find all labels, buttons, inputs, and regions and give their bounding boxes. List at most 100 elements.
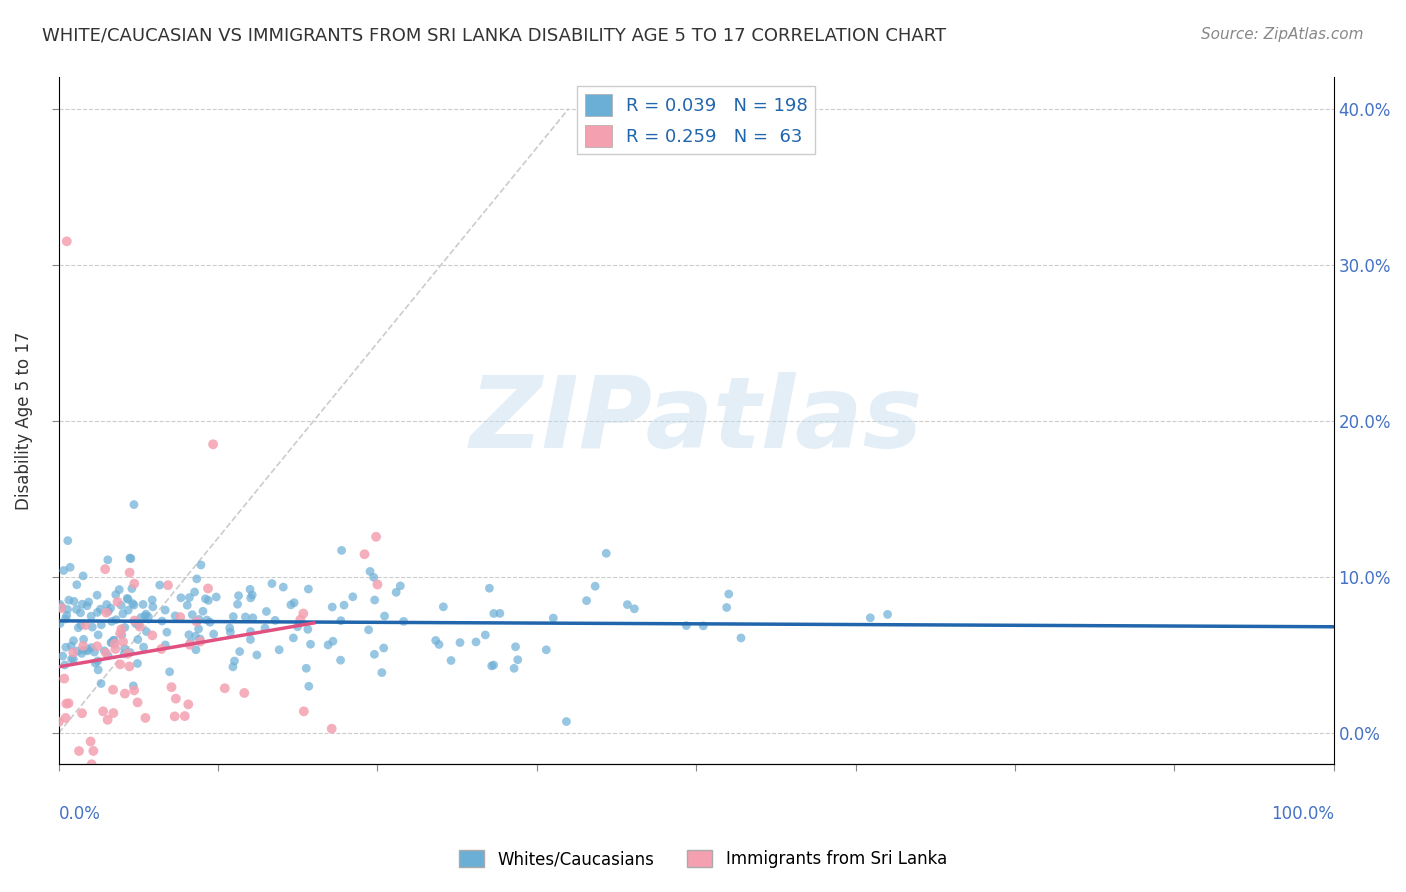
Point xyxy=(202,437,225,451)
Point xyxy=(222,660,245,674)
Point xyxy=(481,659,503,673)
Point xyxy=(240,588,263,602)
Point xyxy=(616,598,638,612)
Point xyxy=(536,642,558,657)
Point xyxy=(72,643,94,657)
Point xyxy=(87,663,110,677)
Point xyxy=(271,580,294,594)
Point xyxy=(506,653,529,667)
Point xyxy=(235,610,257,624)
Point xyxy=(214,681,236,696)
Point xyxy=(165,608,187,623)
Point xyxy=(188,612,211,626)
Point xyxy=(80,609,103,624)
Point xyxy=(72,569,94,583)
Point xyxy=(503,661,526,675)
Point xyxy=(228,589,250,603)
Point xyxy=(114,641,136,656)
Point xyxy=(186,572,208,586)
Point xyxy=(165,691,187,706)
Point xyxy=(104,637,127,651)
Text: ZIPatlas: ZIPatlas xyxy=(470,372,922,469)
Point xyxy=(135,624,157,639)
Point xyxy=(70,706,93,721)
Point xyxy=(253,621,276,635)
Point xyxy=(432,599,454,614)
Point xyxy=(583,579,606,593)
Point xyxy=(692,619,714,633)
Point xyxy=(122,598,145,612)
Point xyxy=(489,607,512,621)
Point xyxy=(60,639,83,653)
Point xyxy=(222,609,245,624)
Point xyxy=(53,672,76,686)
Point xyxy=(75,618,97,632)
Point xyxy=(156,578,179,592)
Point xyxy=(322,634,344,648)
Point xyxy=(97,713,120,727)
Point xyxy=(177,698,200,712)
Point xyxy=(156,625,179,640)
Point xyxy=(465,635,488,649)
Point xyxy=(575,593,598,607)
Point xyxy=(86,588,108,602)
Point xyxy=(115,591,138,606)
Point xyxy=(70,647,93,661)
Point xyxy=(187,622,209,636)
Point xyxy=(79,734,101,748)
Point xyxy=(474,628,496,642)
Point xyxy=(56,235,79,249)
Point xyxy=(90,676,112,690)
Point xyxy=(177,628,200,642)
Point xyxy=(623,602,645,616)
Point xyxy=(101,682,124,697)
Point xyxy=(218,621,240,635)
Point xyxy=(233,686,256,700)
Point xyxy=(478,581,501,595)
Point xyxy=(62,652,84,666)
Point xyxy=(86,640,108,654)
Point xyxy=(48,597,70,611)
Point xyxy=(373,640,395,655)
Point xyxy=(97,648,120,663)
Point xyxy=(121,597,143,611)
Point xyxy=(329,614,352,628)
Point xyxy=(155,638,177,652)
Text: 100.0%: 100.0% xyxy=(1271,805,1334,823)
Point xyxy=(239,632,262,647)
Point xyxy=(103,633,125,648)
Point xyxy=(96,598,118,612)
Point xyxy=(224,654,246,668)
Point xyxy=(52,564,75,578)
Point xyxy=(330,543,353,558)
Point xyxy=(150,614,173,628)
Point xyxy=(283,631,305,645)
Point xyxy=(62,633,84,648)
Point xyxy=(183,585,205,599)
Point xyxy=(110,599,132,613)
Point xyxy=(96,606,118,620)
Point xyxy=(100,636,122,650)
Point xyxy=(184,642,207,657)
Point xyxy=(392,615,415,629)
Point xyxy=(86,606,108,620)
Point xyxy=(111,628,134,642)
Point xyxy=(104,588,127,602)
Point xyxy=(186,615,208,629)
Point xyxy=(440,653,463,667)
Point xyxy=(371,665,394,680)
Point xyxy=(176,599,198,613)
Point xyxy=(90,617,112,632)
Point xyxy=(56,533,79,548)
Point xyxy=(366,577,388,591)
Point xyxy=(389,579,412,593)
Point xyxy=(111,607,134,621)
Point xyxy=(482,607,505,621)
Point xyxy=(482,658,505,673)
Point xyxy=(299,637,322,651)
Point xyxy=(55,608,77,623)
Point xyxy=(239,624,262,639)
Point xyxy=(53,657,76,672)
Point xyxy=(254,604,277,618)
Point xyxy=(505,640,527,654)
